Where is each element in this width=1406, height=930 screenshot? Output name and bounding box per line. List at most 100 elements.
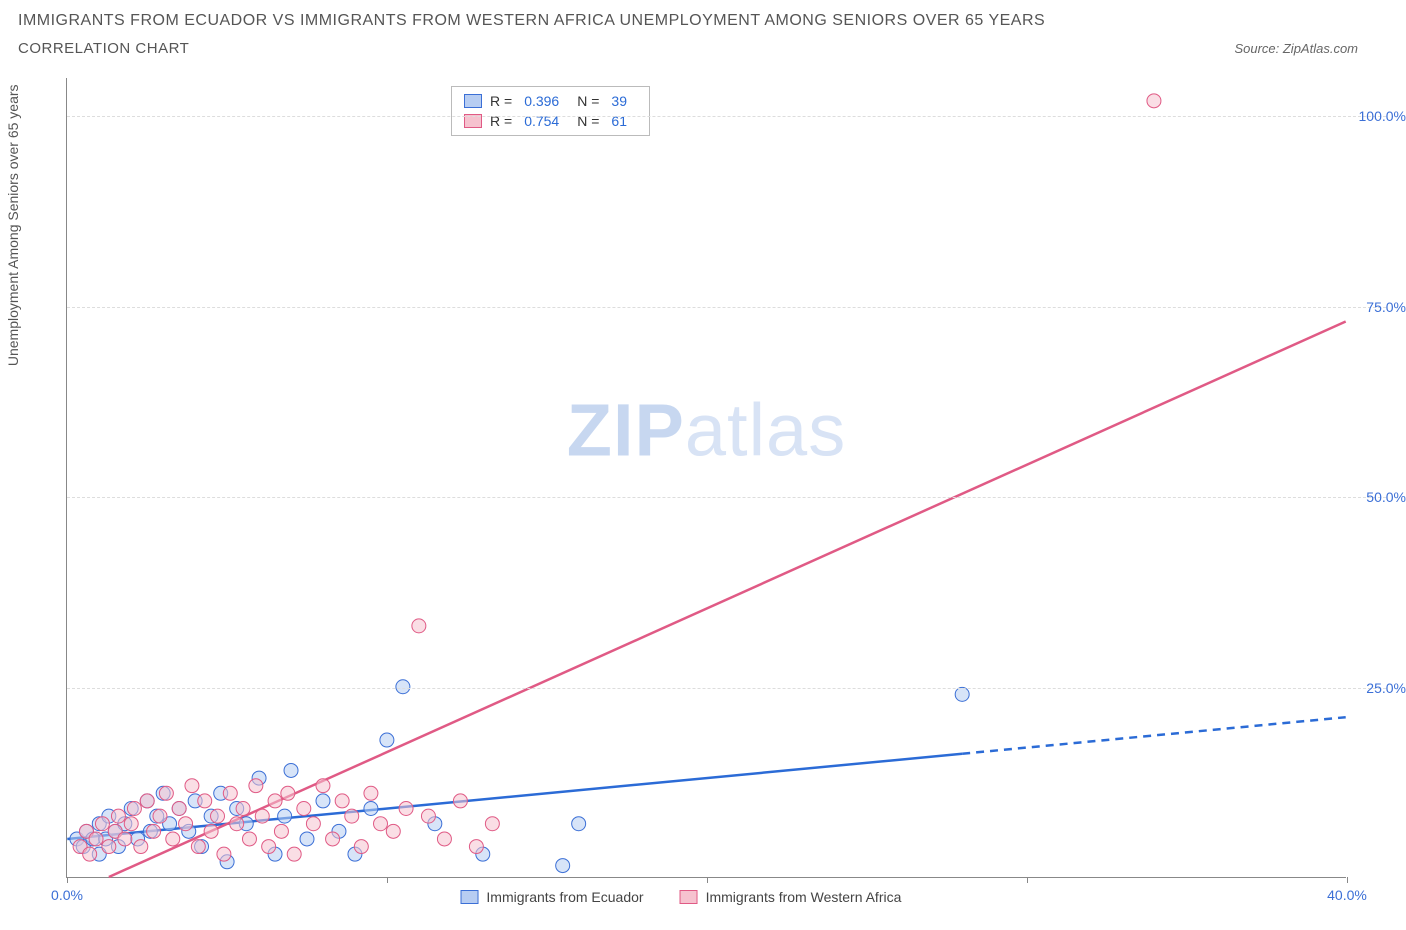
scatter-point [476,847,490,861]
scatter-point [332,824,346,838]
scatter-point [252,771,266,785]
scatter-point [83,847,97,861]
scatter-point [284,763,298,777]
scatter-point [102,840,116,854]
regression-line-dashed [962,717,1346,754]
gridline [67,497,1386,498]
scatter-point [99,832,113,846]
scatter-point [134,840,148,854]
regression-line [67,754,962,839]
scatter-point [230,802,244,816]
x-tick [707,877,708,883]
scatter-point [102,809,116,823]
scatter-point [412,619,426,633]
scatter-point [348,847,362,861]
scatter-point [249,779,263,793]
scatter-point [287,847,301,861]
legend-swatch [680,890,698,904]
gridline [67,688,1386,689]
scatter-point [185,779,199,793]
stats-legend: R =0.396 N =39 R =0.754 N =61 [451,86,650,136]
scatter-point [306,817,320,831]
scatter-point [95,817,109,831]
scatter-point [255,809,269,823]
scatter-point [469,840,483,854]
scatter-point [421,809,435,823]
scatter-point [118,817,132,831]
scatter-point [316,794,330,808]
scatter-point [364,802,378,816]
scatter-point [182,824,196,838]
y-tick-label: 75.0% [1366,299,1406,315]
legend-label: Immigrants from Western Africa [706,889,902,905]
y-axis-label: Unemployment Among Seniors over 65 years [5,84,21,366]
scatter-point [166,832,180,846]
scatter-point [274,824,288,838]
scatter-point [111,809,125,823]
scatter-point [1147,94,1161,108]
n-value: 39 [611,93,627,109]
scatter-point [140,794,154,808]
scatter-point [163,817,177,831]
scatter-point [179,817,193,831]
scatter-point [131,832,145,846]
y-tick-label: 25.0% [1366,680,1406,696]
scatter-point [335,794,349,808]
scatter-point [70,832,84,846]
scatter-point [326,832,340,846]
scatter-point [572,817,586,831]
scatter-point [143,824,157,838]
scatter-point [76,840,90,854]
scatter-point [79,824,93,838]
scatter-point [220,855,234,869]
y-tick-label: 50.0% [1366,489,1406,505]
scatter-point [92,847,106,861]
subtitle-row: CORRELATION CHART Source: ZipAtlas.com [18,40,1388,57]
chart-title: IMMIGRANTS FROM ECUADOR VS IMMIGRANTS FR… [18,12,1388,30]
r-label: R = [490,93,512,109]
chart-area: Unemployment Among Seniors over 65 years… [18,78,1396,920]
r-value: 0.396 [524,93,559,109]
scatter-point [268,794,282,808]
scatter-point [150,809,164,823]
scatter-point [140,794,154,808]
scatter-point [172,802,186,816]
x-tick [1027,877,1028,883]
scatter-point [556,859,570,873]
scatter-point [188,794,202,808]
scatter-point [399,802,413,816]
scatter-point [159,786,173,800]
watermark-rest: atlas [685,388,846,471]
scatter-point [428,817,442,831]
regression-line [109,322,1346,877]
legend-swatch [464,94,482,108]
stats-legend-row: R = 0.396 N = 39 [464,93,637,109]
scatter-point [214,786,228,800]
scatter-point [73,840,87,854]
scatter-point [230,817,244,831]
scatter-point [262,840,276,854]
x-tick-label: 0.0% [51,887,83,903]
legend-label: Immigrants from Ecuador [486,889,643,905]
scatter-point [453,794,467,808]
scatter-point [300,832,314,846]
scatter-point [153,809,167,823]
scatter-points-layer [67,78,1346,877]
watermark: ZIPatlas [567,387,846,472]
scatter-point [118,832,132,846]
scatter-point [111,840,125,854]
scatter-point [156,786,170,800]
scatter-point [236,802,250,816]
y-tick-label: 100.0% [1359,108,1406,124]
scatter-point [211,809,225,823]
scatter-point [147,824,161,838]
scatter-point [124,802,138,816]
scatter-point [316,779,330,793]
scatter-point [204,824,218,838]
n-label: N = [577,93,599,109]
scatter-point [268,847,282,861]
scatter-point [242,832,256,846]
scatter-point [364,786,378,800]
scatter-point [172,802,186,816]
plot-area: ZIPatlas R =0.396 N =39 R =0.754 N =61 I… [66,78,1346,878]
